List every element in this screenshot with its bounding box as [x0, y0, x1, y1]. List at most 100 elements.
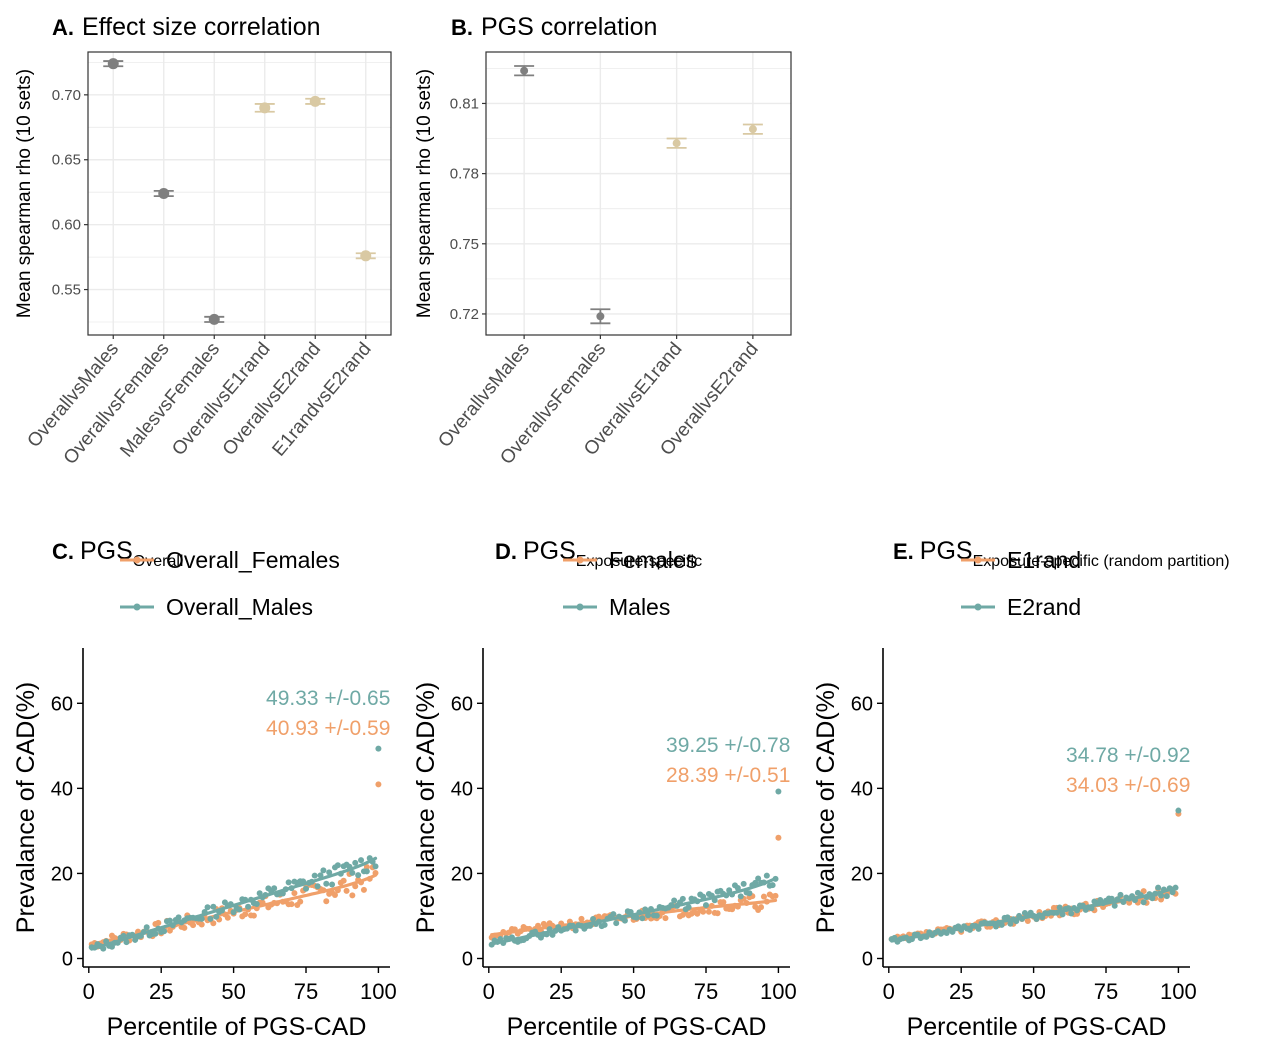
value-annotation: 34.03 +/-0.69 — [1066, 774, 1190, 797]
data-point — [329, 881, 336, 888]
series-points — [888, 807, 1182, 945]
data-point — [610, 911, 617, 918]
data-point — [123, 939, 130, 946]
data-point — [705, 908, 712, 915]
panel-border — [87, 51, 392, 336]
series-points — [88, 745, 382, 952]
series-overall-males — [88, 745, 382, 952]
mean-point — [596, 312, 605, 321]
data-point — [758, 904, 765, 911]
data-point — [305, 95, 326, 107]
legend: Overall_Females Overall_Males — [120, 547, 340, 620]
y-axis-label: Prevalance of CAD(%) — [412, 682, 440, 933]
fit-line — [490, 876, 778, 946]
value-annotation: 40.93 +/-0.59 — [266, 717, 390, 740]
mean-point — [259, 102, 271, 114]
x-tick-label: 25 — [149, 979, 173, 1004]
x-tick-label: 100 — [760, 979, 797, 1004]
data-point — [734, 884, 741, 891]
data-point — [1068, 910, 1075, 917]
data-point — [303, 885, 310, 892]
legend-swatch-dot — [133, 556, 141, 564]
mean-point — [672, 139, 681, 148]
panel-title: C. PGSOverall — [52, 537, 183, 570]
y-tick-label: 0.70 — [52, 87, 81, 104]
value-annotation: 49.33 +/-0.65 — [266, 687, 390, 710]
data-point — [358, 857, 365, 864]
y-tick-label: 0 — [62, 948, 73, 970]
y-tick-label: 20 — [51, 863, 73, 885]
mean-point — [107, 58, 119, 70]
panel-title: D. PGSExposure-specific — [495, 537, 702, 570]
legend-label: Overall_Males — [166, 594, 313, 620]
data-point — [314, 883, 321, 890]
data-point — [210, 920, 217, 927]
data-point — [601, 921, 608, 928]
data-point — [334, 862, 341, 869]
data-point — [349, 892, 356, 899]
data-point — [645, 912, 652, 919]
y-axis-label: Mean spearman rho (10 sets) — [414, 69, 435, 318]
data-point — [349, 869, 356, 876]
data-point — [363, 868, 370, 875]
y-tick-label: 20 — [851, 863, 873, 885]
mean-point — [360, 250, 372, 262]
panel-title: A. Effect size correlation — [52, 13, 321, 41]
data-point — [1163, 893, 1170, 900]
data-point — [153, 188, 174, 199]
data-point — [1140, 899, 1147, 906]
y-tick-label: 0 — [462, 948, 473, 970]
data-point — [1155, 884, 1162, 891]
data-point — [775, 834, 782, 841]
data-point — [671, 897, 678, 904]
data-point — [311, 872, 318, 879]
data-point — [1056, 904, 1063, 911]
x-axis-label: Percentile of PGS-CAD — [107, 1013, 367, 1041]
data-point — [700, 908, 707, 915]
legend-item: Females — [563, 547, 697, 573]
x-tick-label: 25 — [949, 979, 973, 1004]
data-point — [320, 867, 327, 874]
mean-point — [520, 66, 529, 75]
data-point — [1111, 902, 1118, 909]
series-e2rand — [888, 807, 1182, 945]
data-point — [250, 912, 257, 919]
y-axis-label: Mean spearman rho (10 sets) — [14, 69, 35, 318]
legend-item: Males — [563, 594, 670, 620]
data-point — [253, 901, 260, 908]
data-point — [746, 890, 753, 897]
data-point — [1175, 807, 1182, 814]
data-point — [213, 913, 220, 920]
data-point — [653, 912, 660, 919]
legend-label: Males — [609, 594, 670, 620]
data-point — [355, 872, 362, 879]
legend-swatch-dot — [576, 603, 584, 611]
data-point — [1007, 920, 1014, 927]
series-points — [888, 810, 1182, 943]
data-point — [772, 892, 779, 899]
data-point — [152, 930, 159, 937]
data-point — [224, 914, 231, 921]
data-point — [666, 137, 687, 149]
data-point — [375, 781, 382, 788]
data-point — [285, 879, 292, 886]
legend-label: E1rand — [1007, 547, 1081, 573]
grid-a — [88, 52, 391, 335]
data-point — [662, 915, 669, 922]
data-point — [352, 859, 359, 866]
y-tick-label: 0.55 — [52, 282, 81, 299]
data-point — [613, 920, 620, 927]
data-point — [742, 123, 763, 135]
mean-point — [158, 188, 170, 199]
x-tick-label: 0 — [83, 979, 95, 1004]
data-point — [355, 250, 376, 262]
legend: E1rand E2rand — [961, 547, 1081, 620]
legend-label: Females — [609, 547, 697, 573]
value-annotation: 34.78 +/-0.92 — [1066, 744, 1190, 767]
series-e1rand — [888, 810, 1182, 943]
x-axis-label: Percentile of PGS-CAD — [907, 1013, 1167, 1041]
data-point — [703, 902, 710, 909]
legend-item: Overall_Females — [120, 547, 340, 573]
legend-item: E1rand — [961, 547, 1081, 573]
